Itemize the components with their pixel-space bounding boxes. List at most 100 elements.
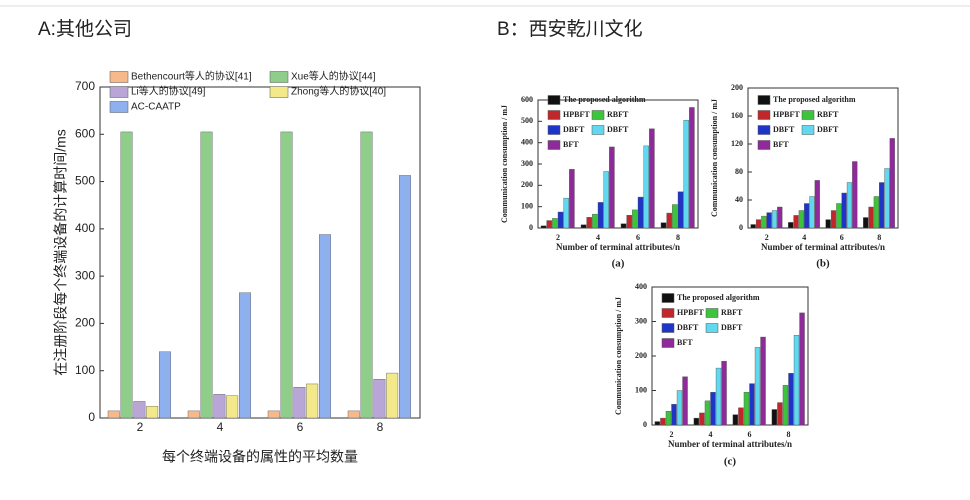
bar [120, 131, 133, 419]
y-tick-label: 80 [735, 167, 743, 176]
bar [540, 225, 547, 229]
y-tick-label: 200 [731, 83, 743, 92]
plot-frame [99, 86, 421, 419]
bar [798, 210, 804, 229]
bar [830, 210, 837, 229]
x-tick-label: 6 [748, 430, 752, 439]
bar [649, 128, 655, 229]
bar [788, 222, 794, 229]
bar [793, 335, 800, 426]
bar [557, 211, 564, 229]
legend-swatch [269, 86, 289, 98]
y-axis-label: Communication consumption / mJ [500, 105, 509, 223]
bar [226, 395, 239, 419]
bar [809, 196, 815, 229]
bar [852, 161, 858, 229]
y-tick-label: 0 [739, 223, 743, 232]
x-tick-label: 2 [670, 430, 674, 439]
legend-swatch [757, 125, 771, 135]
bar [699, 412, 705, 426]
bar [373, 379, 386, 419]
legend-label: BFT [773, 140, 789, 149]
bar [671, 404, 677, 426]
chart: 0 40 80 120 160 200 2 4 6 8 The proposed algorithm… [710, 83, 899, 270]
y-tick-label: 300 [521, 159, 533, 168]
x-tick-label: 6 [297, 420, 304, 434]
legend-swatch [109, 86, 129, 98]
legend-label: DBFT [563, 125, 585, 134]
legend-label: RBFT [817, 110, 839, 119]
legend-swatch [757, 95, 771, 105]
bar [760, 336, 766, 426]
bar [563, 197, 569, 229]
legend-swatch [109, 71, 129, 83]
bar [187, 410, 200, 419]
legend-swatch [705, 323, 719, 333]
chart: 0 100 200 300 400 500 600 700 2 4 6 8 Bethencourt等人的… [53, 70, 421, 465]
bar [586, 217, 592, 229]
bar [799, 312, 805, 426]
bar [750, 224, 756, 229]
x-axis-label: Number of terminal attributes/n [668, 439, 792, 449]
bar [552, 218, 558, 229]
bar [743, 392, 750, 426]
y-tick-label: 100 [635, 385, 647, 394]
bar [319, 234, 331, 419]
bar [732, 414, 739, 426]
legend-label: HPBFT [563, 110, 590, 119]
bar [347, 410, 360, 419]
legend-label: DBFT [721, 323, 743, 332]
legend-swatch [801, 125, 815, 135]
bar [873, 196, 879, 229]
bar [683, 120, 689, 229]
y-tick-label: 120 [731, 139, 743, 148]
bar [814, 180, 820, 229]
legend-label: Li等人的协议[49] [131, 85, 206, 98]
bar [213, 394, 226, 419]
y-tick-label: 100 [521, 201, 533, 210]
bar [632, 209, 638, 229]
bar [689, 107, 695, 229]
bar [637, 196, 644, 229]
bar [267, 410, 280, 419]
x-tick-label: 8 [676, 233, 680, 242]
bar [238, 292, 251, 419]
bar [841, 192, 847, 229]
x-tick-label: 2 [765, 233, 769, 242]
bar [399, 175, 411, 419]
bar [580, 224, 587, 229]
legend-swatch [547, 110, 561, 120]
legend-label: AC-CAATP [131, 102, 181, 113]
bar [666, 212, 672, 229]
bar [777, 206, 783, 229]
x-tick-label: 2 [137, 420, 144, 434]
legend-label: HPBFT [773, 110, 800, 119]
legend-label: HPBFT [677, 308, 704, 317]
x-tick-label: 6 [636, 233, 640, 242]
bar [158, 351, 171, 419]
x-tick-label: 4 [802, 233, 806, 242]
y-tick-label: 400 [75, 221, 95, 235]
legend-label: BFT [677, 338, 693, 347]
bar [293, 387, 306, 419]
bar [133, 401, 146, 419]
x-tick-label: 4 [709, 430, 713, 439]
plot-frame [747, 87, 899, 229]
legend-swatch [547, 125, 561, 135]
bar [660, 222, 667, 229]
bar [868, 206, 874, 229]
legend-swatch [591, 110, 605, 120]
caption: (b) [816, 258, 830, 270]
bar [771, 409, 778, 426]
y-tick-label: 200 [75, 316, 95, 330]
bar [788, 373, 794, 426]
heading: B：西安乾川文化 [497, 18, 643, 40]
y-tick-label: 200 [521, 180, 533, 189]
legend-swatch [591, 125, 605, 135]
y-tick-label: 0 [643, 420, 647, 429]
legend-label: RBFT [607, 110, 629, 119]
bar [715, 367, 722, 426]
legend-swatch [661, 308, 675, 318]
bar [200, 131, 213, 419]
bar [569, 169, 575, 229]
